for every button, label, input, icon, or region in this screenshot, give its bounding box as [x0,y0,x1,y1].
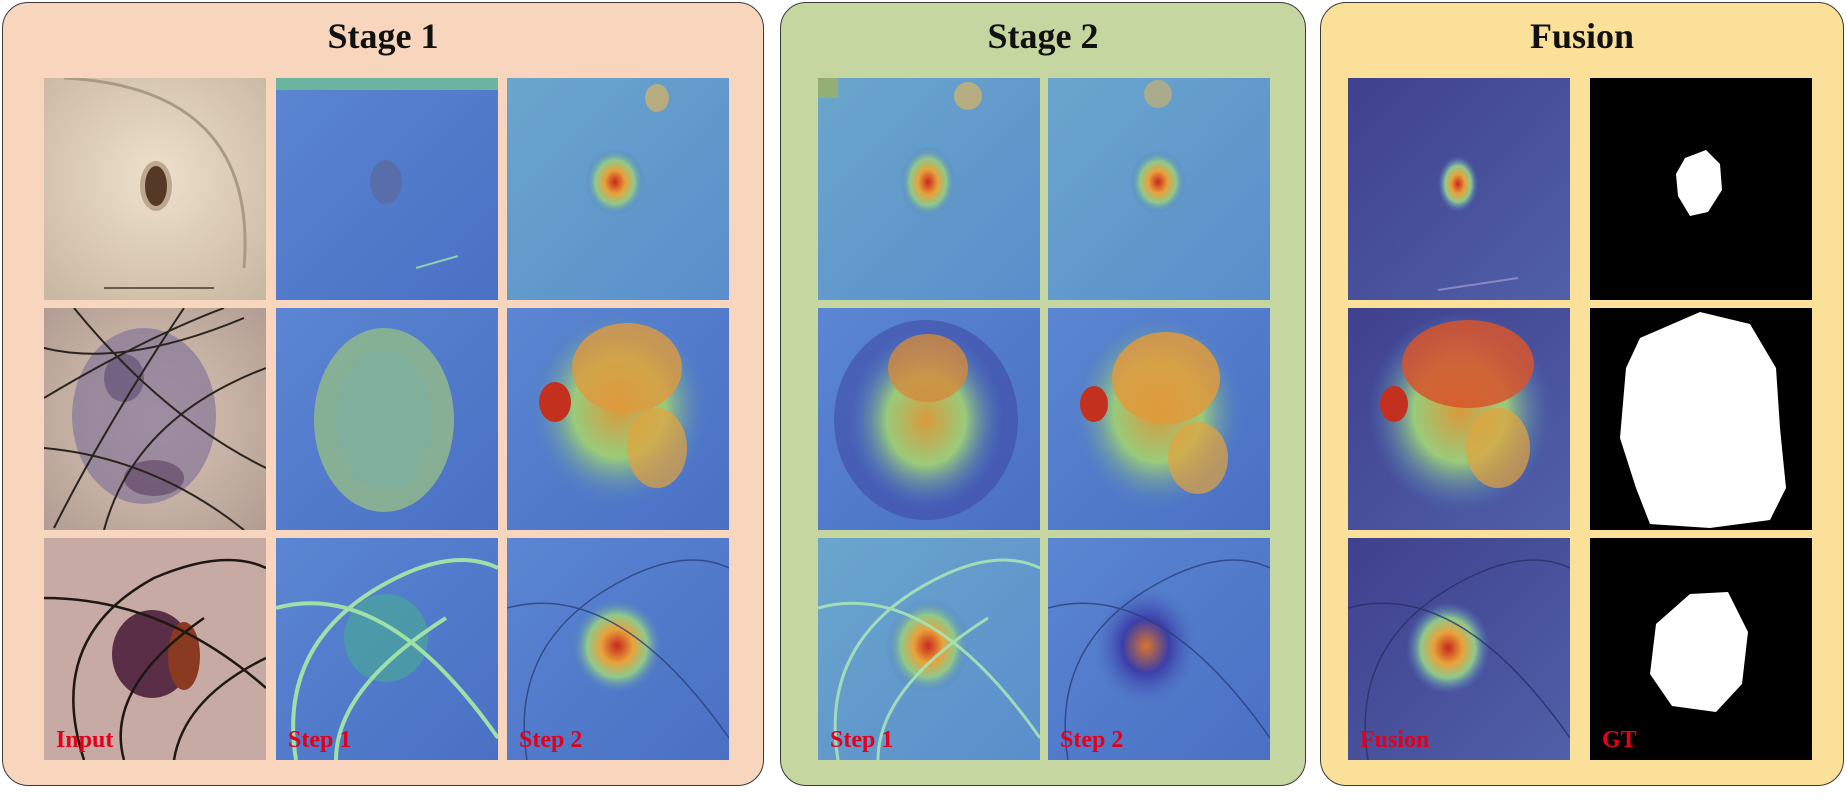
input-image-row1 [44,78,266,300]
stage2-title: Stage 2 [987,16,1099,56]
stage1-step2-heatmap-row3: Step 2 [507,538,729,760]
fusion-heatmap-row1 [1348,78,1570,300]
label-stage1-step2: Step 2 [519,727,583,753]
stage2-step1-heatmap-row1 [818,78,1040,300]
stage1-title: Stage 1 [327,16,439,56]
stage2-step2-heatmap-row3: Step 2 [1048,538,1270,760]
stage1-step1-heatmap-row1 [276,78,498,300]
input-image-row3: Input [44,538,266,760]
stage1-step2-heatmap-row1 [507,78,729,300]
stage2-step1-heatmap-row3: Step 1 [818,538,1040,760]
label-stage1-step1: Step 1 [288,727,352,753]
fusion-title: Fusion [1529,16,1635,56]
label-gt: GT [1602,727,1637,753]
gt-mask-row3: GT [1590,538,1812,760]
stage2-step2-heatmap-row1 [1048,78,1270,300]
stage2-step2-heatmap-row2 [1048,308,1270,530]
label-input: Input [56,727,114,753]
fusion-heatmap-row2 [1348,308,1570,530]
gt-mask-row1 [1590,78,1812,300]
label-stage2-step2: Step 2 [1060,727,1124,753]
stage1-step2-heatmap-row2 [507,308,729,530]
fusion-heatmap-row3: Fusion [1348,538,1570,760]
label-fusion: Fusion [1360,727,1430,753]
stage2-step1-heatmap-row2 [818,308,1040,530]
label-stage2-step1: Step 1 [830,727,894,753]
stage1-step1-heatmap-row3: Step 1 [276,538,498,760]
stage1-step1-heatmap-row2 [276,308,498,530]
input-image-row2 [44,308,266,530]
gt-mask-row2 [1590,308,1812,530]
